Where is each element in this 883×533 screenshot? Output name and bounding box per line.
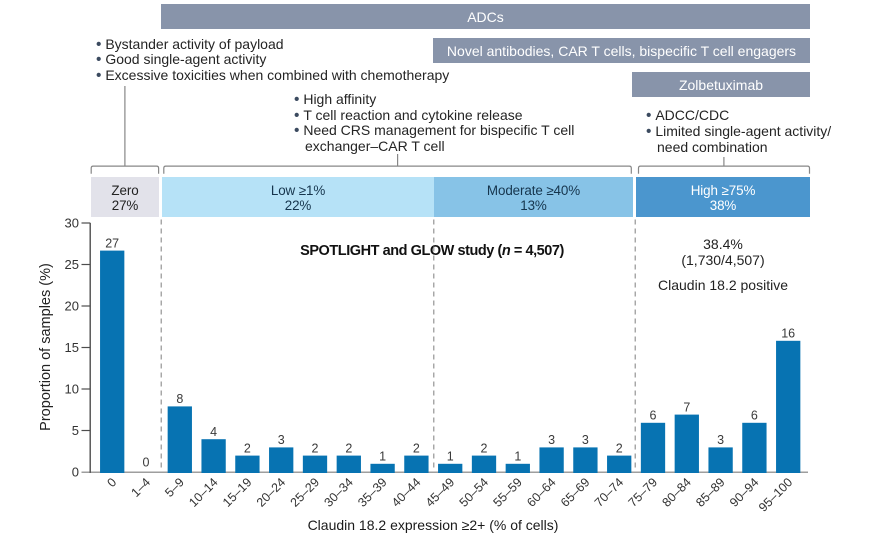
svg-text:27: 27 [105, 236, 119, 250]
svg-text:5: 5 [72, 423, 79, 438]
svg-text:85–89: 85–89 [693, 475, 728, 510]
svg-text:3: 3 [278, 433, 285, 447]
svg-text:5–9: 5–9 [162, 475, 187, 500]
svg-text:2: 2 [616, 441, 623, 455]
svg-text:4: 4 [210, 425, 217, 439]
svg-text:3: 3 [548, 433, 555, 447]
svg-text:2: 2 [345, 441, 352, 455]
svg-text:0: 0 [143, 456, 150, 470]
svg-text:70–74: 70–74 [592, 475, 627, 510]
svg-text:3: 3 [717, 433, 724, 447]
svg-text:50–54: 50–54 [457, 475, 492, 510]
svg-text:2: 2 [244, 441, 251, 455]
svg-text:25: 25 [65, 257, 79, 272]
svg-text:1: 1 [514, 450, 521, 464]
svg-text:16: 16 [781, 327, 795, 341]
svg-text:6: 6 [751, 409, 758, 423]
svg-text:7: 7 [683, 400, 690, 414]
svg-text:15: 15 [65, 340, 79, 355]
svg-text:6: 6 [650, 409, 657, 423]
svg-text:1: 1 [447, 450, 454, 464]
svg-text:95–100: 95–100 [756, 475, 795, 514]
svg-text:2: 2 [481, 441, 488, 455]
svg-text:25–29: 25–29 [288, 475, 323, 510]
svg-text:8: 8 [176, 392, 183, 406]
svg-text:1–4: 1–4 [128, 475, 153, 500]
svg-text:0: 0 [72, 465, 79, 480]
svg-text:15–19: 15–19 [220, 475, 255, 510]
svg-text:2: 2 [312, 441, 319, 455]
svg-text:2: 2 [413, 441, 420, 455]
svg-text:45–49: 45–49 [423, 475, 458, 510]
svg-text:60–64: 60–64 [524, 475, 559, 510]
svg-text:80–84: 80–84 [659, 475, 694, 510]
svg-text:30: 30 [65, 216, 79, 231]
svg-text:55–59: 55–59 [490, 475, 525, 510]
svg-text:3: 3 [582, 433, 589, 447]
svg-text:75–79: 75–79 [626, 475, 661, 510]
svg-text:30–34: 30–34 [321, 475, 356, 510]
svg-text:10–14: 10–14 [186, 475, 221, 510]
svg-text:0: 0 [105, 475, 120, 490]
svg-text:20: 20 [65, 299, 79, 314]
svg-text:65–69: 65–69 [558, 475, 593, 510]
svg-text:40–44: 40–44 [389, 475, 424, 510]
svg-text:20–24: 20–24 [254, 475, 289, 510]
svg-text:1: 1 [379, 450, 386, 464]
svg-text:10: 10 [65, 382, 79, 397]
svg-text:35–39: 35–39 [355, 475, 390, 510]
